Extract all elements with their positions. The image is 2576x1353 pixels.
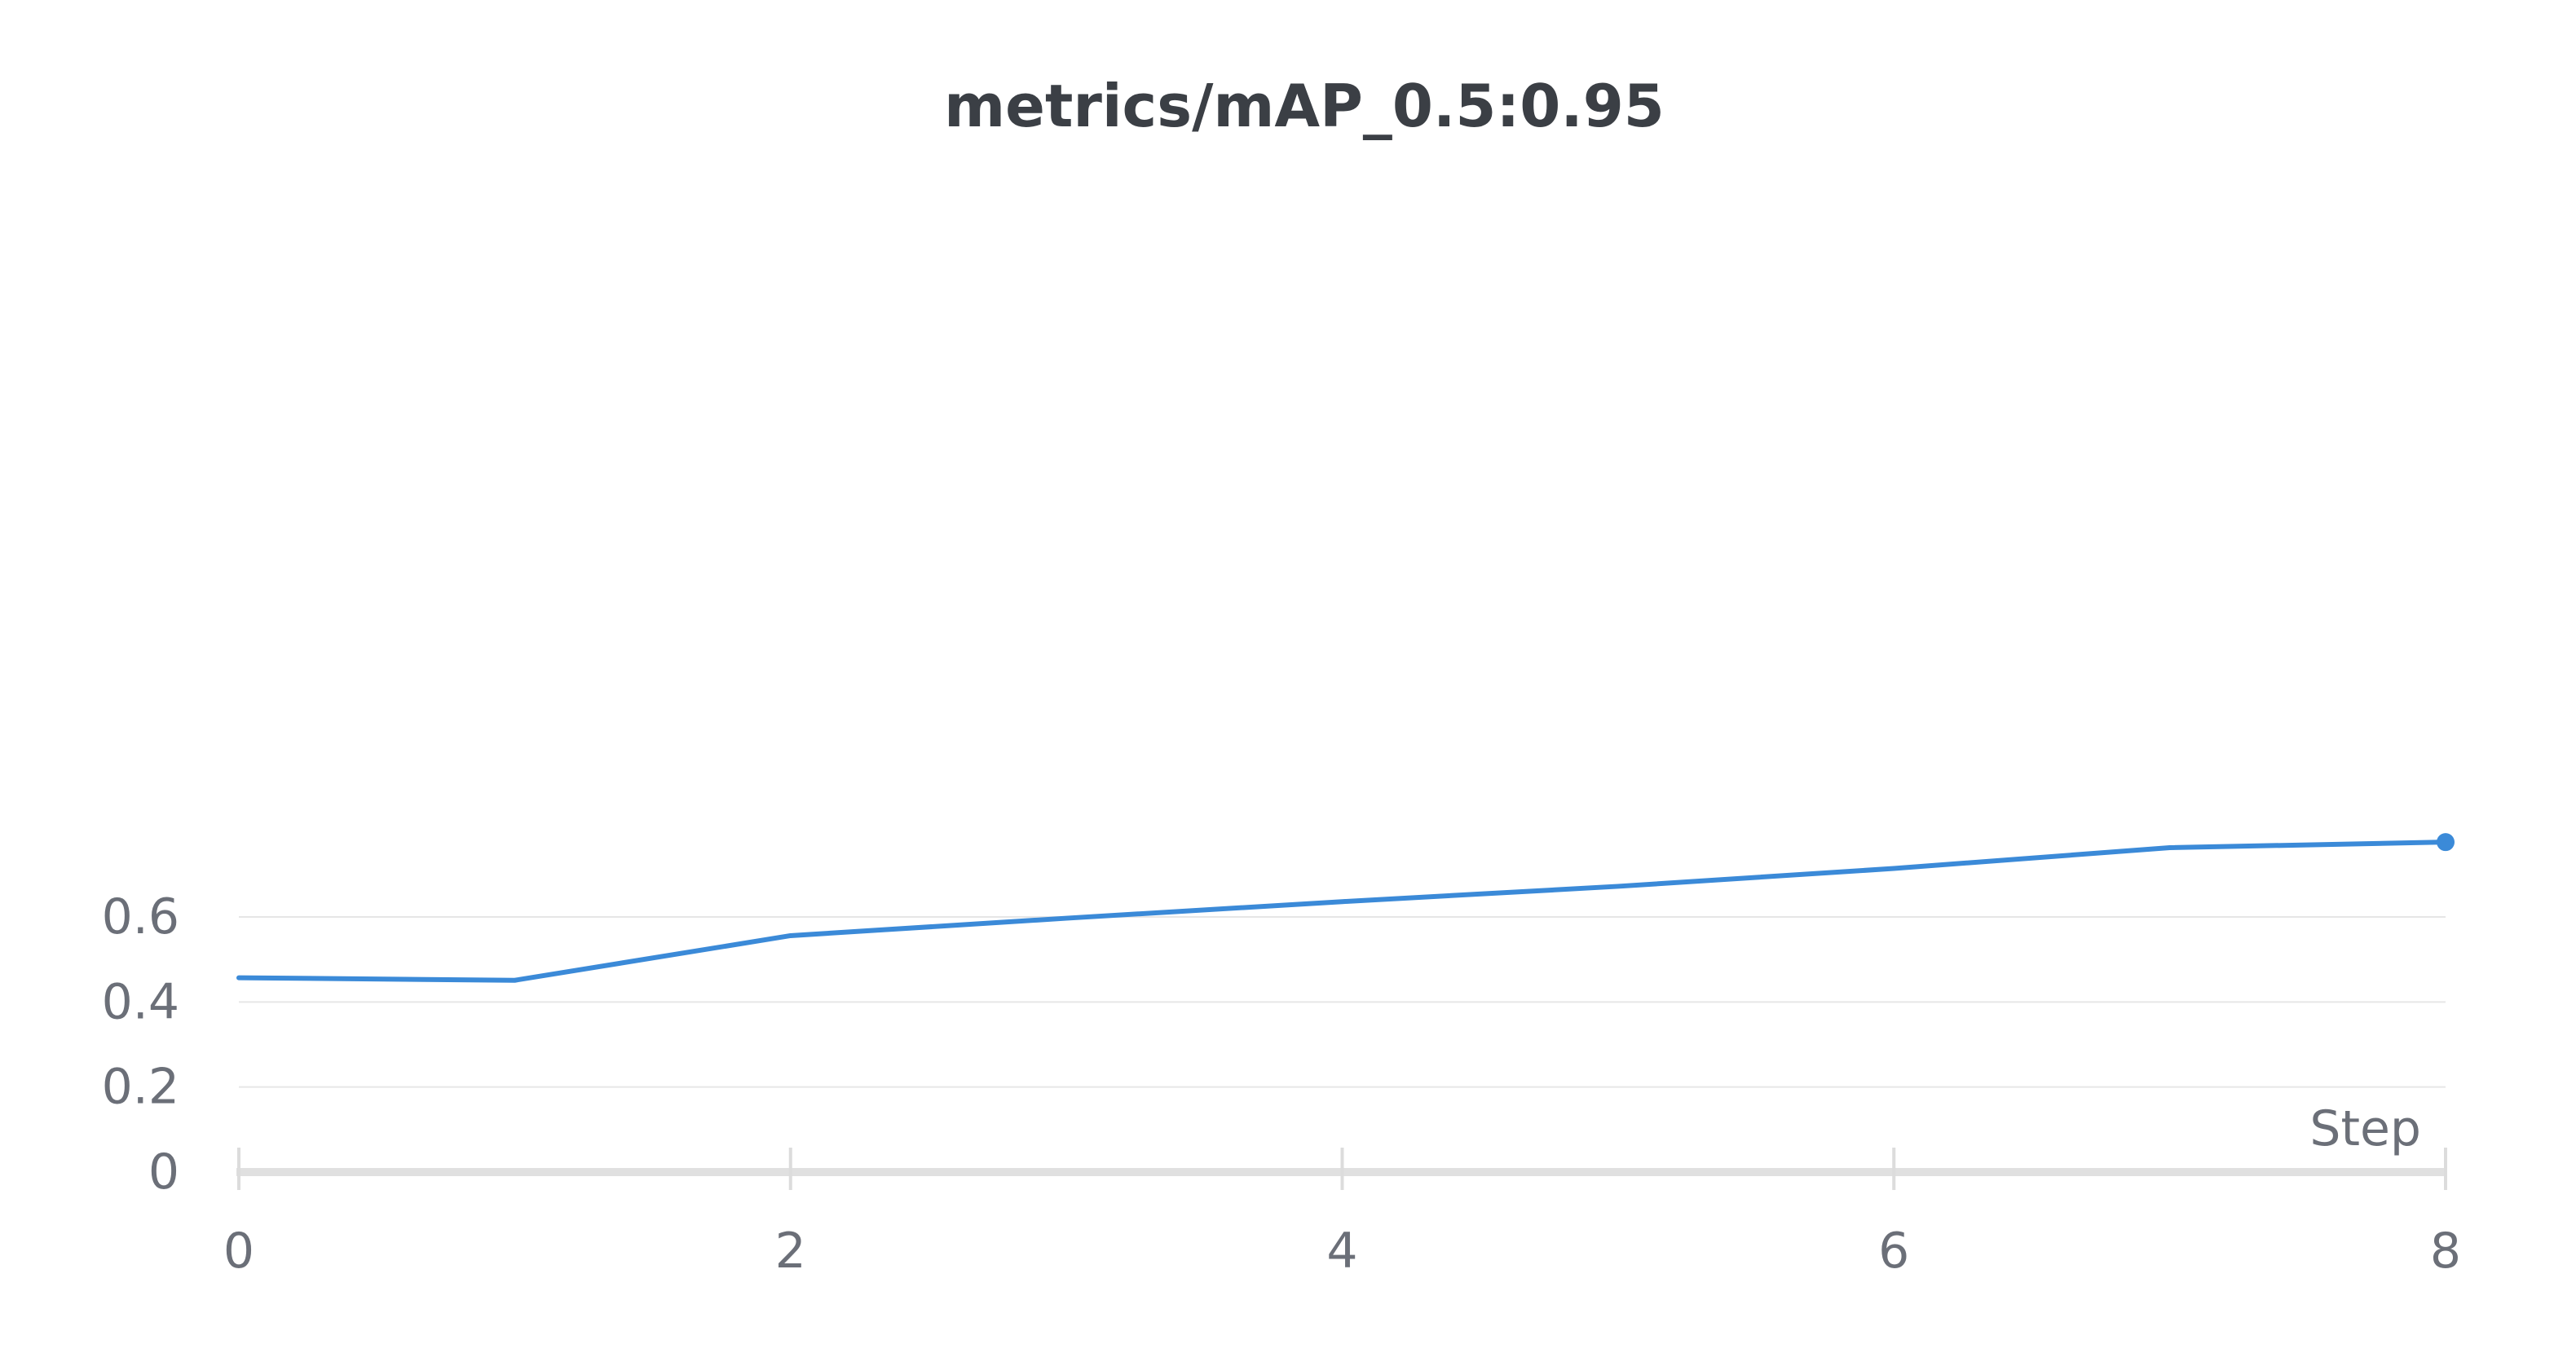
- gridlines: [239, 916, 2446, 1088]
- x-axis-title: Step: [2309, 1100, 2421, 1157]
- y-tick-label: 0.2: [102, 1059, 179, 1116]
- x-tick-label: 6: [1878, 1223, 1909, 1280]
- x-tick-label: 8: [2430, 1223, 2461, 1280]
- x-tick-label: 2: [775, 1223, 806, 1280]
- series-line: [236, 840, 2448, 983]
- last-data-point: [2437, 833, 2455, 852]
- chart-title: metrics/mAP_0.5:0.95: [944, 72, 1665, 140]
- series-layer: [236, 833, 2455, 983]
- y-axis-ticks: 0 0.2 0.4 0.6: [102, 888, 179, 1201]
- y-tick-label: 0.4: [102, 973, 179, 1030]
- x-tick-label: 4: [1326, 1223, 1357, 1280]
- y-tick-label: 0.6: [102, 888, 179, 945]
- y-tick-label: 0: [148, 1144, 179, 1201]
- x-axis-ticks: 0 2 4 6 8: [223, 1148, 2461, 1280]
- x-tick-label: 0: [223, 1223, 254, 1280]
